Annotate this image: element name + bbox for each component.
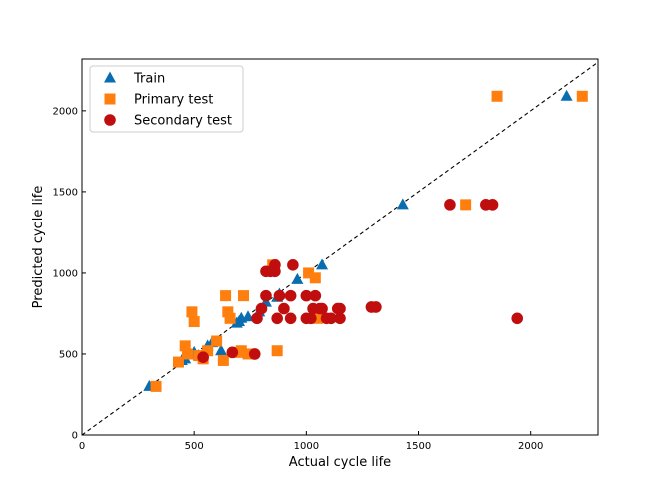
y-tick-label: 1500 — [53, 187, 78, 198]
data-point — [255, 302, 268, 315]
data-point — [370, 301, 382, 313]
legend-marker-square — [104, 93, 116, 105]
data-point — [325, 312, 337, 325]
data-point — [284, 312, 297, 325]
data-point — [511, 312, 524, 325]
data-point — [179, 340, 191, 352]
y-tick-label: 0 — [72, 431, 78, 442]
data-point — [211, 335, 223, 347]
data-point — [269, 265, 281, 278]
y-tick-label: 1000 — [53, 268, 78, 279]
data-point — [251, 312, 263, 325]
data-point — [172, 356, 184, 368]
data-point — [316, 302, 328, 315]
data-point — [576, 90, 588, 102]
data-point — [291, 272, 304, 284]
data-point — [220, 290, 232, 302]
data-point — [260, 289, 272, 302]
x-tick-label: 1000 — [294, 441, 319, 452]
data-point — [284, 289, 297, 302]
data-point — [271, 312, 283, 325]
data-point — [273, 289, 286, 302]
data-point — [303, 267, 315, 279]
data-point — [238, 290, 250, 302]
legend-marker-triangle — [104, 71, 116, 83]
data-point — [444, 199, 456, 211]
data-points — [143, 89, 588, 392]
data-point — [491, 90, 503, 102]
data-point — [202, 345, 214, 357]
data-point — [217, 354, 229, 366]
data-point — [222, 306, 234, 318]
legend-label: Primary test — [134, 93, 213, 108]
plot-frame — [81, 58, 599, 436]
x-axis-label: Actual cycle life — [289, 455, 391, 470]
y-axis-label: Predicted cycle life — [31, 186, 46, 309]
legend-box — [89, 65, 244, 133]
data-point — [248, 348, 261, 360]
y-tick-label: 500 — [59, 349, 78, 360]
data-point — [278, 302, 290, 315]
data-point — [334, 302, 346, 315]
legend: Train Primary test Secondary test — [89, 65, 244, 133]
data-point — [271, 345, 283, 357]
data-point — [316, 258, 329, 270]
data-point — [305, 312, 317, 325]
legend-label: Secondary test — [134, 114, 232, 129]
series-secondary-test — [197, 199, 524, 364]
x-tick-label: 2000 — [518, 441, 543, 452]
data-point — [242, 348, 254, 360]
data-point — [486, 199, 499, 211]
x-tick-label: 500 — [185, 441, 204, 452]
data-point — [460, 199, 472, 211]
data-point — [197, 351, 209, 364]
x-tick-label: 1500 — [406, 441, 431, 452]
data-point — [396, 198, 409, 210]
data-point — [309, 289, 322, 302]
data-point — [287, 259, 299, 271]
data-point — [300, 289, 313, 302]
data-point — [186, 306, 198, 318]
data-point — [242, 310, 255, 322]
data-point — [560, 89, 573, 101]
data-point — [334, 312, 346, 325]
data-point — [309, 272, 321, 284]
legend-label: Train — [133, 72, 165, 87]
data-point — [150, 380, 162, 392]
legend-marker-circle — [104, 114, 116, 126]
data-point — [181, 348, 193, 360]
x-tick-label: 0 — [79, 441, 85, 452]
tick-labels: 0 500 1000 1500 2000 0 500 1000 1500 2000 — [53, 106, 544, 452]
data-point — [188, 316, 200, 328]
identity-reference-line — [81, 61, 599, 436]
data-point — [314, 309, 326, 321]
data-point — [235, 345, 247, 357]
data-point — [226, 346, 239, 359]
y-tick-label: 2000 — [53, 106, 78, 117]
tick-marks — [81, 110, 532, 436]
data-point — [215, 344, 228, 356]
data-point — [224, 312, 236, 324]
